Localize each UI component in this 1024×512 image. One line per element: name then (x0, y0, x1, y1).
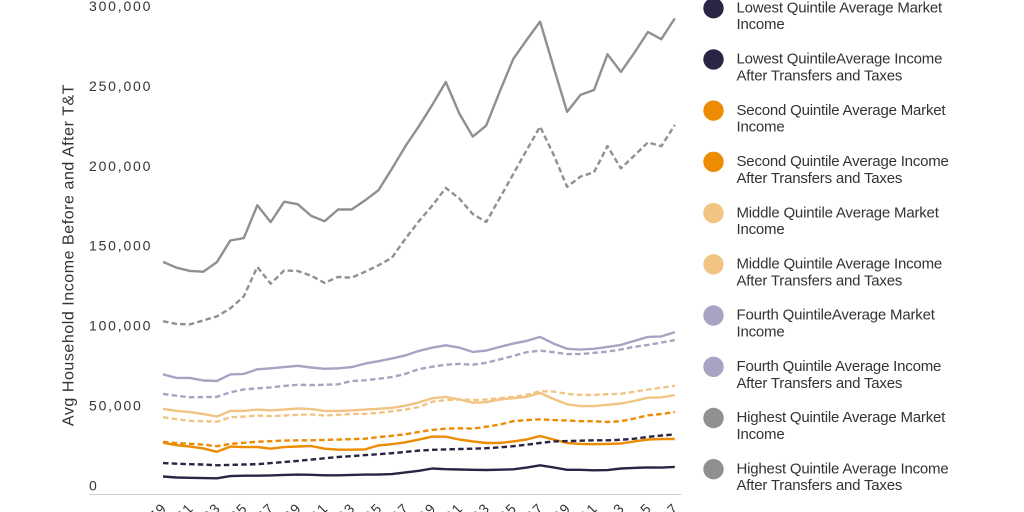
svg-text:After Transfers and Taxes: After Transfers and Taxes (737, 272, 903, 289)
svg-text:Lowest QuintileAverage Income: Lowest QuintileAverage Income (737, 51, 943, 68)
svg-text:Fourth QuintileAverage Market: Fourth QuintileAverage Market (737, 307, 936, 324)
svg-text:Income: Income (737, 16, 785, 33)
svg-text:200,000: 200,000 (89, 158, 152, 174)
svg-text:150,000: 150,000 (89, 238, 152, 254)
svg-text:After Transfers and Taxes: After Transfers and Taxes (737, 170, 903, 187)
svg-text:Second Quintile Average Income: Second Quintile Average Income (737, 153, 949, 170)
svg-text:After Transfers and Taxes: After Transfers and Taxes (737, 375, 903, 392)
svg-text:50,000: 50,000 (89, 398, 143, 414)
svg-text:Avg Household Income Before an: Avg Household Income Before and After T&… (61, 84, 78, 426)
svg-text:300,000: 300,000 (89, 0, 152, 14)
svg-text:Highest Quintile Average Incom: Highest Quintile Average Income (737, 460, 949, 477)
svg-text:Income: Income (737, 221, 785, 238)
svg-text:250,000: 250,000 (89, 78, 152, 94)
svg-text:Income: Income (737, 119, 785, 136)
svg-text:Income: Income (737, 426, 785, 443)
svg-text:After Transfers and Taxes: After Transfers and Taxes (737, 477, 903, 494)
svg-text:Lowest Quintile Average Market: Lowest Quintile Average Market (737, 0, 944, 16)
svg-text:Income: Income (737, 324, 785, 341)
svg-text:0: 0 (89, 477, 99, 493)
svg-text:Fourth Quintile Average Income: Fourth Quintile Average Income (737, 358, 942, 375)
svg-text:Second Quintile Average Market: Second Quintile Average Market (737, 102, 947, 119)
svg-text:100,000: 100,000 (89, 318, 152, 334)
svg-text:After Transfers and Taxes: After Transfers and Taxes (737, 67, 903, 84)
svg-text:Highest Quintile Average Marke: Highest Quintile Average Market (737, 409, 947, 426)
svg-text:Middle Quintile Average Income: Middle Quintile Average Income (737, 256, 943, 273)
svg-text:Middle Quintile Average Market: Middle Quintile Average Market (737, 204, 940, 221)
